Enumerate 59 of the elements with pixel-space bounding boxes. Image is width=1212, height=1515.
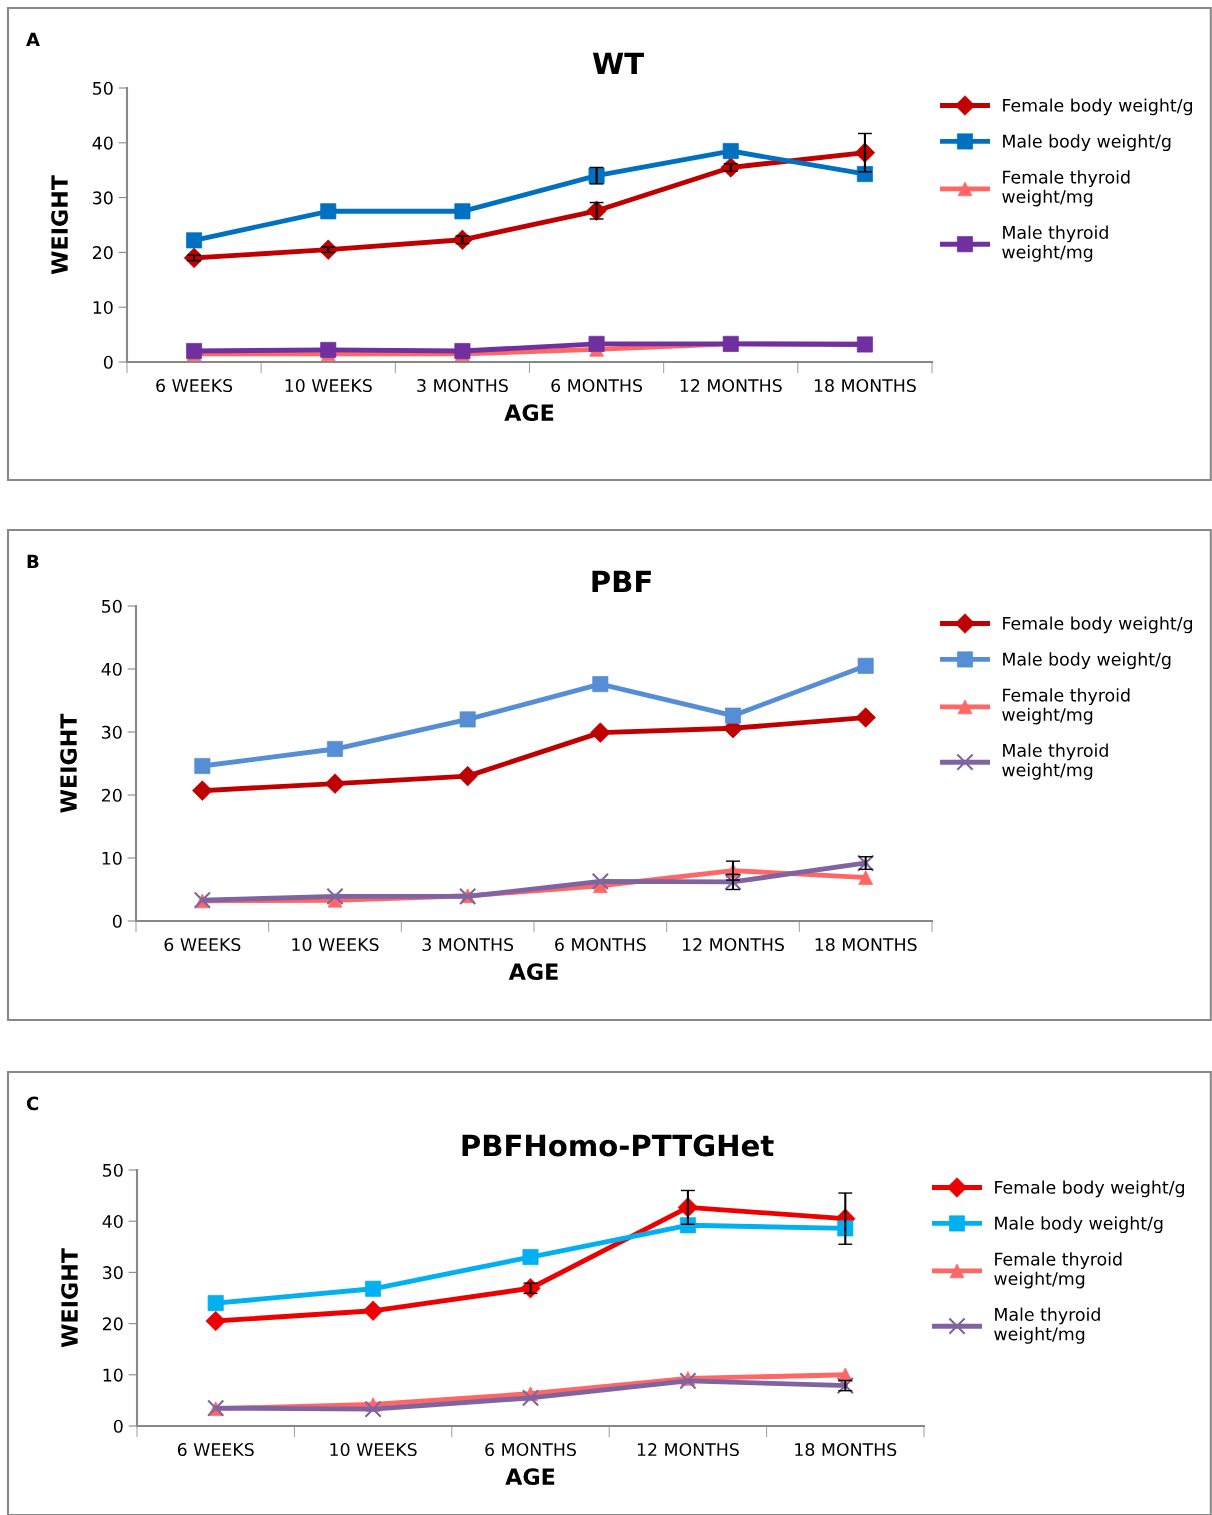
y-tick-label: 20 [102,1317,123,1331]
y-tick-label: 50 [103,1163,123,1177]
y-tick-label: 10 [102,851,122,865]
x-tick-label: 12 MONTHS [637,1442,739,1457]
x-tick-label: 6 WEEKS [177,1442,254,1457]
legend-label: Male thyroid weight/mg [1002,743,1108,780]
x-tick-label: 6 MONTHS [555,937,646,952]
y-tick-label: 20 [101,788,122,802]
x-axis-title: AGE [504,404,554,421]
y-tick-label: 0 [103,355,113,369]
y-tick-label: 0 [112,914,122,928]
x-tick-label: 3 MONTHS [422,937,514,952]
chart-title: PBF [592,570,651,593]
text: C [26,1096,39,1111]
y-tick-label: 30 [93,191,113,205]
legend-label: Female thyroid weight/mg [1002,688,1130,725]
x-tick-label: 3 MONTHS [417,378,508,393]
text: B [27,554,39,568]
x-tick-label: 12 MONTHS [682,937,784,952]
y-tick-label: 40 [101,662,122,676]
chart-title: PBFHomo-PTTGHet [462,1134,774,1157]
y-tick-label: 30 [103,1266,123,1280]
x-tick-label: 10 WEEKS [285,378,372,393]
x-tick-label: 18 MONTHS [814,378,916,393]
legend-label: Female body weight/g [995,1180,1185,1198]
x-tick-label: 6 WEEKS [156,378,233,393]
x-tick-label: 18 MONTHS [795,1442,897,1457]
y-tick-label: 40 [102,1214,123,1229]
x-tick-label: 6 MONTHS [485,1442,576,1457]
x-tick-label: 12 MONTHS [680,378,782,393]
y-tick-label: 20 [92,246,113,260]
x-tick-label: 6 MONTHS [551,378,643,393]
legend-label: Female body weight/g [1003,616,1193,634]
x-axis-title: AGE [508,963,558,980]
legend-label: Female body weight/g [1003,98,1193,116]
y-tick-label: 10 [93,300,113,315]
legend-label: Male body weight/g [1003,652,1171,670]
y-tick-label: 50 [93,81,113,95]
y-axis-title: WEIGHT [51,175,68,275]
x-tick-label: 10 WEEKS [292,937,379,952]
y-axis-title: WEIGHT [60,713,77,813]
legend-label: Female thyroid weight/mg [1002,170,1130,207]
x-tick-label: 6 WEEKS [164,937,241,952]
legend-label: Female thyroid weight/mg [994,1252,1122,1289]
y-tick-label: 10 [103,1368,123,1382]
y-tick-label: 30 [102,725,122,739]
y-tick-label: 50 [102,599,122,613]
y-tick-label: 40 [92,136,113,150]
x-tick-label: 18 MONTHS [815,937,917,952]
legend-label: Male thyroid weight/mg [994,1307,1100,1344]
y-axis-title: WEIGHT [61,1248,78,1348]
legend-label: Male body weight/g [995,1216,1163,1234]
legend-label: Male body weight/g [1003,134,1171,152]
x-tick-label: 10 WEEKS [330,1442,417,1457]
x-axis-title: AGE [505,1468,555,1485]
legend-label: Male thyroid weight/mg [1002,225,1108,262]
text: A [26,32,40,46]
chart-title: WT [592,52,644,75]
y-tick-label: 0 [113,1419,123,1433]
